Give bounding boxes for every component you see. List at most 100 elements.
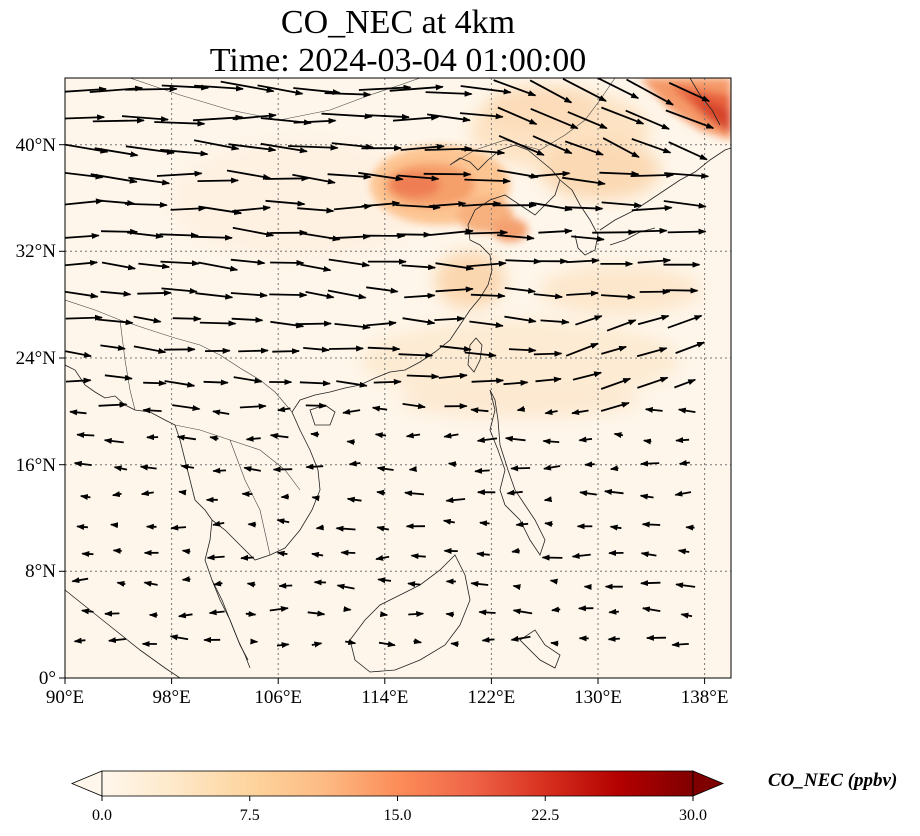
wind-arrow [228,143,277,153]
wind-arrow [276,550,288,557]
wind-arrow [327,173,372,180]
wind-arrow [348,460,361,467]
wind-arrow [161,287,198,294]
wind-arrow [677,548,690,555]
wind-arrow [172,404,201,411]
wind-arrow [631,138,672,154]
wind-arrow [329,233,371,240]
wind-arrow [195,292,234,300]
title-line-1: CO_NEC at 4km [280,4,516,41]
y-tick-label: 16°N [16,455,57,476]
wind-arrow [401,264,437,271]
wind-arrow [663,200,707,209]
wind-arrow [469,320,504,328]
wind-arrow [476,437,498,443]
wind-arrow [113,465,128,472]
wind-arrow [79,494,91,500]
wind-arrow [510,635,531,642]
borders [65,78,616,556]
wind-arrow [564,140,604,156]
wind-arrow [232,112,277,120]
wind-arrow [366,113,410,120]
x-tick-labels: 90°E 98°E 106°E 114°E 122°E 130°E 138°E [46,687,729,708]
wind-arrow [461,200,502,207]
wind-arrow [404,292,436,299]
wind-arrow [609,524,622,531]
wind-arrow [567,111,608,130]
wind-arrow [311,641,323,648]
wind-arrow [503,379,529,386]
wind-arrow [566,290,599,297]
wind-arrow [100,344,126,351]
wind-arrow [358,171,404,182]
wind-arrow [125,145,175,155]
wind-arrow [280,493,290,500]
wind-arrow [156,170,203,177]
wind-arrow [627,227,668,234]
coastline-korea [559,179,599,256]
wind-arrow [181,548,191,555]
wind-arrow [230,258,266,266]
wind-arrow [328,258,371,268]
wind-arrow [571,235,605,242]
wind-arrow [297,207,335,214]
coastline-borneo [349,554,471,673]
wind-arrow [498,134,545,156]
wind-arrow [407,581,421,588]
wind-arrow [212,467,227,474]
wind-arrow [208,609,225,616]
wind-arrow [434,315,465,322]
wind-arrow [192,234,233,241]
coastline-taiwan [467,337,483,373]
wind-arrow [176,434,197,441]
wind-arrow [606,319,637,332]
wind-arrow [428,200,467,208]
wind-arrow [265,175,310,182]
wind-arrow [543,496,553,503]
wind-arrow [544,521,553,528]
map-frame [64,77,732,679]
map-title: CO_NEC at 4km Time: 2024-03-04 01:00:00 [65,4,731,80]
wind-arrow [203,379,229,386]
coastlines [65,78,731,678]
wind-arrow [667,314,703,329]
wind-arrow [334,323,371,330]
wind-arrow [269,291,308,298]
wind-arrow [126,231,164,239]
wind-arrow [675,341,706,354]
x-tick-label: 98°E [152,687,190,708]
wind-arrow [178,489,187,496]
coastline-mainland [65,364,251,669]
wind-arrow [607,635,620,642]
wind-arrow [678,459,691,466]
wind-arrow [530,201,573,212]
wind-arrow [107,637,126,644]
wind-arrow [65,198,104,206]
wind-arrow [278,582,293,589]
wind-arrow [551,606,561,613]
y-tick-label: 40°N [16,135,57,156]
wind-arrow [230,292,268,299]
wind-arrow [470,580,489,587]
wind-arrow [410,553,426,560]
wind-arrow [668,81,711,103]
wind-arrow [438,372,468,379]
wind-arrow [644,406,663,413]
wind-arrow [641,521,661,528]
wind-arrow [637,376,669,389]
wind-arrow [181,576,191,583]
wind-arrow [512,608,533,615]
wind-arrow [613,432,624,439]
wind-arrow [81,551,94,558]
wind-arrow [376,465,394,472]
wind-arrow [637,257,672,264]
wind-arrow [443,432,459,439]
wind-arrow [160,148,209,157]
y-tick-label: 32°N [16,241,57,262]
wind-arrow [572,371,603,381]
wind-arrow [231,316,264,323]
wind-arrow [209,435,219,442]
y-tick-label: 0° [39,668,56,689]
y-tick-label: 8°N [25,561,56,582]
